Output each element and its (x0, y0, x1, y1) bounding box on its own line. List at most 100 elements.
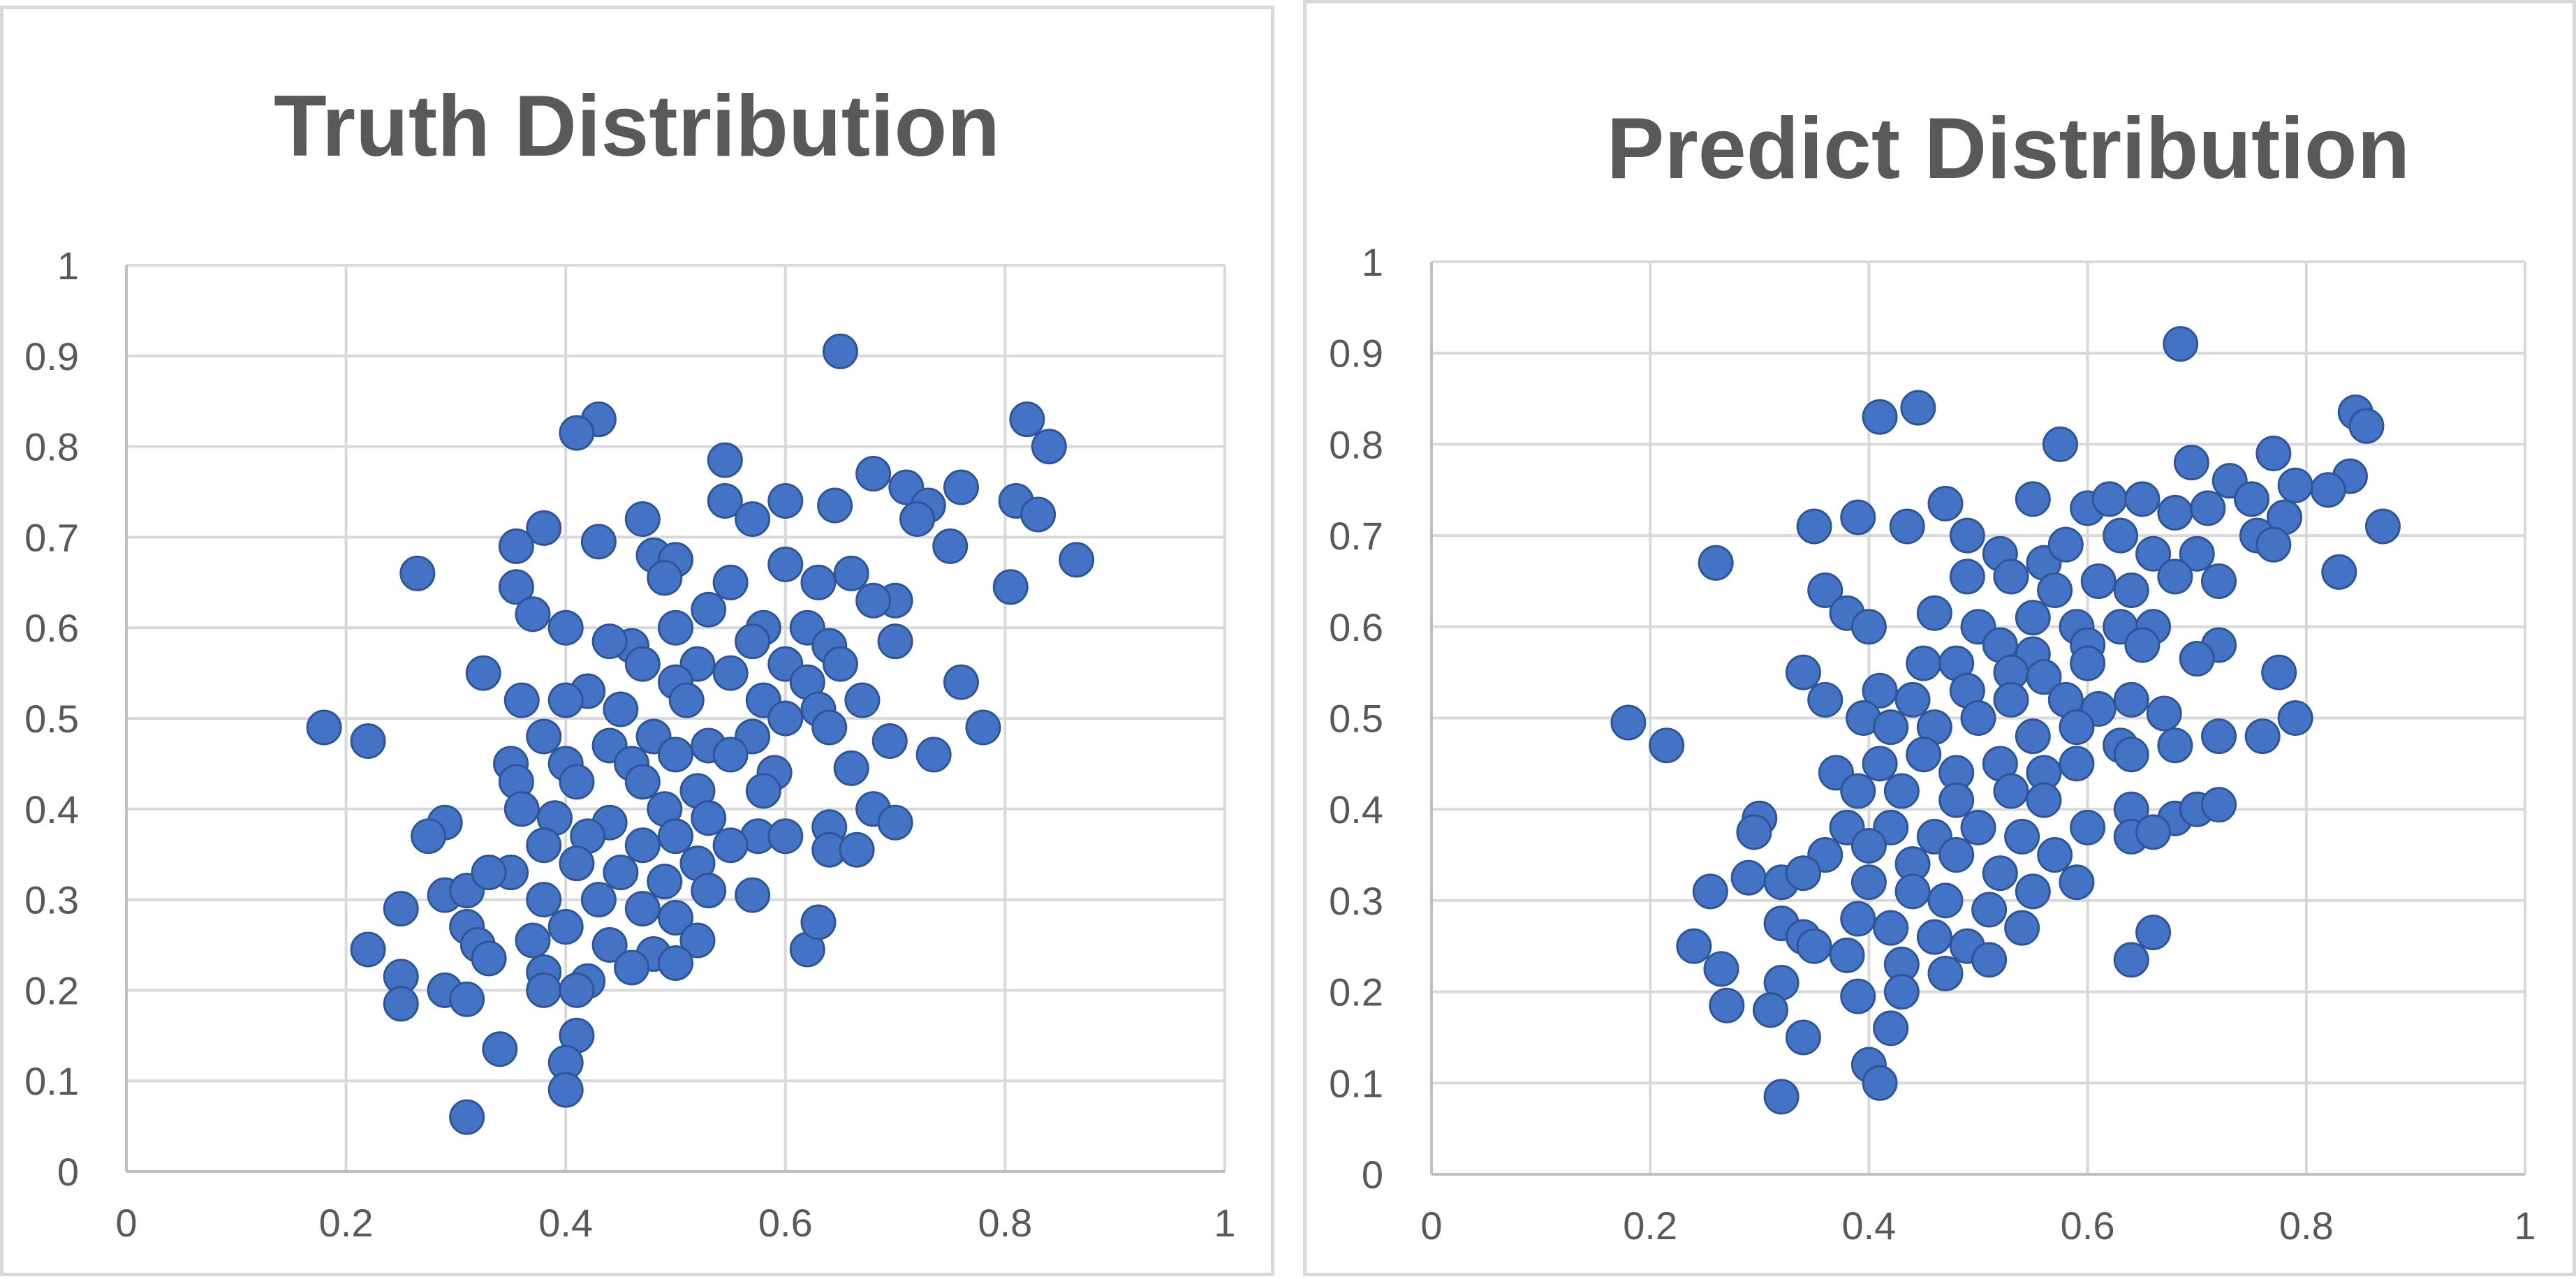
y-tick-label: 0 (57, 1150, 79, 1194)
scatter-point (833, 750, 869, 786)
scatter-point (498, 528, 534, 564)
scatter-point (1982, 855, 2018, 892)
scatter-point (833, 555, 869, 591)
scatter-point (2163, 326, 2199, 362)
scatter-point (1763, 1079, 1799, 1115)
scatter-point (559, 972, 595, 1008)
scatter-point (658, 900, 693, 936)
chart-title: Truth Distribution (274, 78, 1000, 175)
scatter-point (915, 737, 952, 773)
scatter-point (855, 456, 892, 492)
scatter-point (767, 818, 804, 855)
y-tick-label: 1 (57, 244, 79, 288)
scatter-point (735, 623, 771, 660)
scatter-point (871, 723, 908, 759)
scatter-point (2261, 654, 2297, 690)
scatter-point (624, 891, 661, 927)
y-tick-label: 0.9 (24, 334, 79, 378)
scatter-point (817, 487, 853, 524)
scatter-point (2113, 737, 2149, 773)
scatter-point (624, 827, 661, 864)
scatter-point (2113, 681, 2149, 718)
scatter-point (1807, 572, 1843, 609)
scatter-point (1873, 910, 1909, 946)
scatter-point (2124, 627, 2161, 663)
scatter-point (1020, 496, 1057, 533)
scatter-point (2026, 659, 2062, 695)
scatter-point (2047, 526, 2084, 563)
scatter-point (2146, 695, 2182, 732)
scatter-point (471, 940, 507, 977)
scatter-point (2135, 814, 2172, 850)
scatter-point (647, 560, 683, 596)
y-tick-label: 0.6 (1329, 605, 1383, 649)
x-tick-label: 0.2 (319, 1201, 374, 1245)
scatter-point (2201, 787, 2237, 823)
scatter-point (1993, 559, 2029, 595)
scatter-point (811, 709, 848, 746)
scatter-point (399, 555, 436, 591)
scatter-point (526, 827, 562, 864)
scatter-point (1009, 401, 1045, 438)
scatter-point (1960, 809, 1996, 845)
scatter-point (471, 855, 507, 891)
scatter-point (1850, 609, 1887, 645)
scatter-point (1785, 855, 1821, 892)
scatter-point (1840, 978, 1876, 1014)
scatter-point (1883, 773, 1920, 809)
scatter-point (515, 922, 551, 959)
scatter-point (800, 564, 837, 600)
scatter-point (707, 442, 743, 478)
scatter-point (1059, 542, 1095, 578)
scatter-point (350, 723, 386, 759)
scatter-point (1736, 814, 1772, 850)
scatter-point (1850, 864, 1887, 901)
scatter-point (877, 623, 913, 660)
scatter-point (306, 709, 342, 746)
scatter-point (658, 737, 693, 773)
scatter-point (526, 972, 562, 1008)
scatter-point (2179, 535, 2215, 572)
scatter-point (767, 482, 804, 519)
scatter-point (1796, 928, 1832, 964)
scatter-point (844, 682, 881, 718)
scatter-point (2026, 782, 2062, 818)
scatter-point (1862, 746, 1898, 782)
scatter-point (2059, 746, 2095, 782)
scatter-point (2173, 445, 2209, 481)
y-tick-label: 0.3 (1329, 879, 1383, 923)
scatter-point (943, 664, 979, 700)
scatter-point (2255, 435, 2292, 471)
x-tick-label: 0 (115, 1201, 137, 1245)
scatter-point (735, 877, 771, 913)
scatter-point (712, 655, 749, 691)
scatter-point (1709, 987, 1745, 1023)
scatter-point (1796, 508, 1832, 545)
scatter-point (2157, 727, 2193, 764)
scatter-point (1927, 485, 1964, 522)
scatter-point (745, 773, 781, 809)
scatter-point (1883, 974, 1920, 1010)
scatter-point (658, 609, 693, 646)
scatter-point (2255, 526, 2292, 563)
scatter-point (1971, 942, 2008, 978)
scatter-point (1840, 901, 1876, 937)
scatter-point (822, 646, 858, 682)
scatter-point (591, 623, 628, 660)
scatter-point (691, 873, 727, 909)
scatter-point (1862, 672, 1898, 709)
scatter-point (735, 501, 771, 537)
scatter-point (2310, 472, 2346, 508)
scatter-point (383, 986, 419, 1022)
scatter-point (350, 931, 386, 968)
scatter-point (899, 501, 936, 537)
y-tick-label: 0.4 (1329, 788, 1383, 831)
scatter-point (603, 855, 639, 891)
scatter-point (658, 945, 693, 981)
scatter-point (2080, 563, 2117, 599)
y-tick-label: 0.2 (1329, 970, 1383, 1014)
scatter-point (1938, 782, 1975, 818)
scatter-point (2348, 408, 2385, 444)
scatter-point (515, 596, 551, 633)
scatter-point (2321, 554, 2357, 590)
